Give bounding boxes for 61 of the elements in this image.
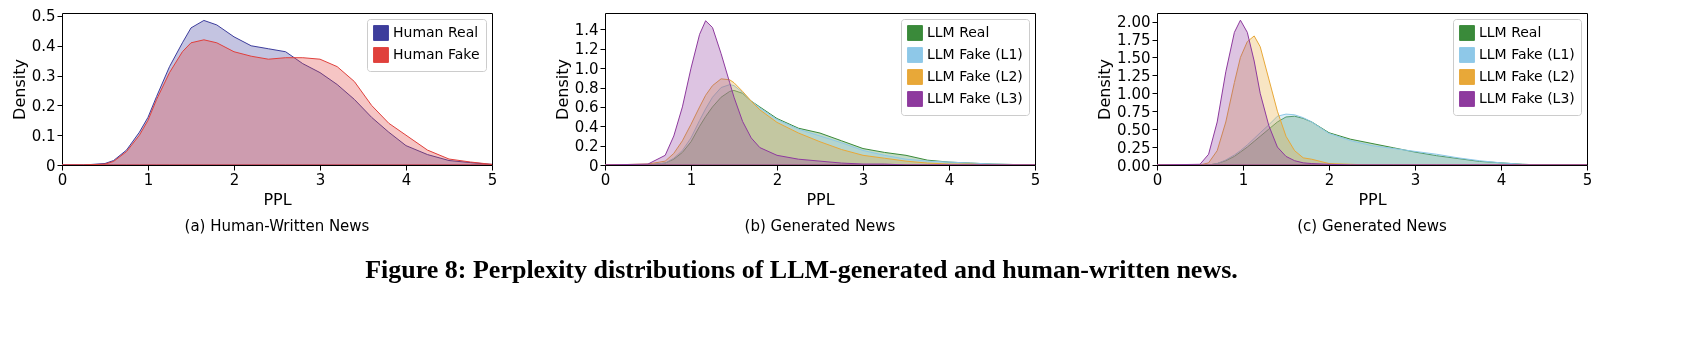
legend-label: LLM Fake (L3)	[1479, 90, 1575, 106]
legend-label: LLM Real	[1479, 24, 1542, 40]
legend-label: LLM Fake (L1)	[927, 46, 1023, 62]
x-tick-label: 4	[1496, 170, 1507, 189]
y-tick-label: 1.4	[574, 20, 599, 39]
x-tick-label: 0	[57, 170, 68, 189]
y-tick-label: 0.8	[574, 79, 599, 98]
legend-label: LLM Fake (L2)	[1479, 68, 1575, 84]
y-tick-label: 0.50	[1117, 120, 1151, 139]
text: (b) Generated News	[744, 217, 896, 235]
legend-label: LLM Fake (L3)	[927, 90, 1023, 106]
text: (c) Generated News	[1297, 217, 1447, 235]
y-tick-label: 0.4	[31, 37, 56, 56]
y-tick-label: 0	[588, 156, 599, 175]
y-tick-label: 0	[45, 156, 56, 175]
x-tick-label: 1	[686, 170, 697, 189]
y-tick-label: 0.2	[574, 137, 599, 156]
y-tick-label: 1.75	[1117, 31, 1151, 50]
y-tick-label: 0.00	[1117, 156, 1151, 175]
x-axis-title: PPL	[1358, 189, 1387, 209]
y-tick-label: 2.00	[1117, 13, 1151, 32]
x-tick-label: 3	[1410, 170, 1421, 189]
x-tick-label: 2	[772, 170, 783, 189]
caption: Figure 8: Perplexity distributions of LLM-generated and human-written news.	[365, 254, 1238, 284]
x-tick-label: 1	[1238, 170, 1249, 189]
x-tick-label: 2	[1324, 170, 1335, 189]
y-axis-title: Density	[552, 59, 572, 120]
x-tick-label: 2	[229, 170, 240, 189]
y-tick-label: 0.1	[31, 126, 56, 145]
x-tick-label: 5	[487, 170, 498, 189]
y-tick-label: 1.2	[574, 40, 599, 59]
y-tick-label: 0.25	[1117, 138, 1151, 157]
x-tick-label: 3	[315, 170, 326, 189]
y-tick-label: 1.25	[1117, 66, 1151, 85]
x-tick-label: 5	[1582, 170, 1593, 189]
y-axis-title: Density	[1095, 59, 1115, 120]
y-tick-label: 0.2	[31, 96, 56, 115]
x-tick-label: 3	[858, 170, 869, 189]
x-tick-label: 1	[143, 170, 154, 189]
legend-label: Human Real	[393, 24, 479, 40]
x-tick-label: 0	[1152, 170, 1163, 189]
legend-label: LLM Fake (L2)	[927, 68, 1023, 84]
y-tick-label: 1.00	[1117, 84, 1151, 103]
y-tick-label: 1.0	[574, 59, 599, 78]
x-tick-label: 4	[944, 170, 955, 189]
x-tick-label: 0	[600, 170, 611, 189]
legend-label: LLM Real	[927, 24, 990, 40]
legend-label: LLM Fake (L1)	[1479, 46, 1575, 62]
y-tick-label: 0.4	[574, 117, 599, 136]
text: (a) Human-Written News	[184, 217, 370, 235]
x-tick-label: 5	[1030, 170, 1041, 189]
x-tick-label: 4	[401, 170, 412, 189]
legend-label: Human Fake	[393, 46, 480, 62]
x-axis-title: PPL	[263, 189, 292, 209]
y-tick-label: 0.6	[574, 98, 599, 117]
y-tick-label: 1.50	[1117, 48, 1151, 67]
y-tick-label: 0.75	[1117, 102, 1151, 121]
x-axis-title: PPL	[806, 189, 835, 209]
y-axis-title: Density	[9, 59, 29, 120]
y-tick-label: 0.3	[31, 67, 56, 86]
y-tick-label: 0.5	[31, 7, 56, 26]
